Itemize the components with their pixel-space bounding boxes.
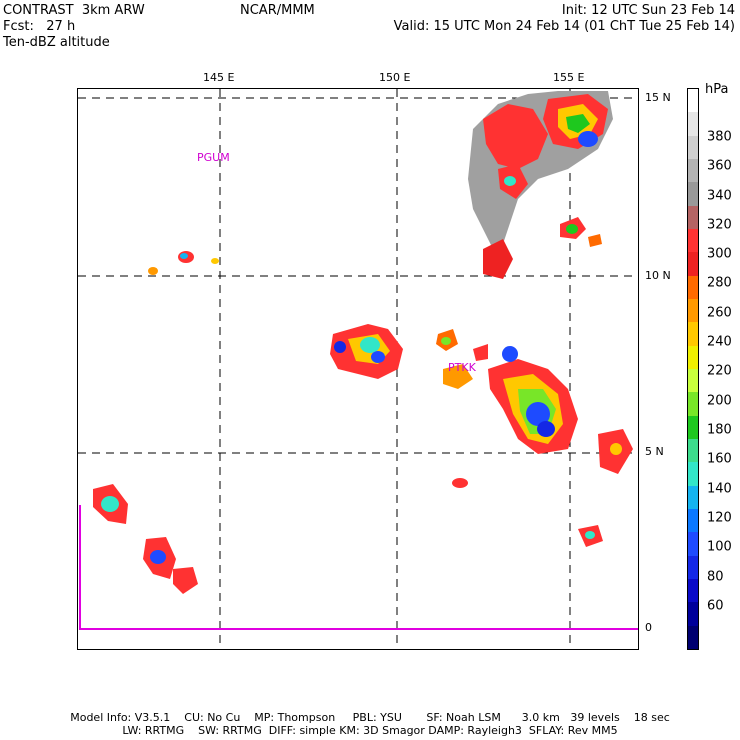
legend-label: 360 <box>707 158 732 174</box>
legend-label: 260 <box>707 305 732 321</box>
legend-swatch <box>688 205 698 230</box>
storm-cluster-southeast <box>452 346 633 488</box>
legend-swatch <box>688 439 698 463</box>
legend-swatch <box>688 485 698 510</box>
legend-swatch <box>688 462 698 487</box>
legend-swatch <box>688 509 698 533</box>
legend-swatch <box>688 369 698 393</box>
legend-unit: hPa <box>705 82 729 97</box>
model-title: CONTRAST 3km ARW <box>3 3 145 18</box>
station-pgum: PGUM <box>197 151 230 164</box>
lon-label-150: 150 E <box>379 71 411 84</box>
legend-label: 380 <box>707 129 732 145</box>
equator-line <box>79 505 638 630</box>
legend-swatch <box>688 602 698 627</box>
init-time: Init: 12 UTC Sun 23 Feb 14 <box>561 3 735 18</box>
legend-swatch <box>688 579 698 603</box>
legend-swatch <box>688 299 698 323</box>
radar-map <box>77 88 639 650</box>
lat-label-5n: 5 N <box>645 445 664 458</box>
lon-label-155: 155 E <box>553 71 585 84</box>
legend-swatch <box>688 625 698 650</box>
legend-swatch <box>688 322 698 347</box>
lat-label-15n: 15 N <box>645 91 671 104</box>
lat-label-10n: 10 N <box>645 269 671 282</box>
storm-cluster-northeast <box>468 91 613 279</box>
storm-cells-west <box>148 251 219 275</box>
storm-chain-southwest <box>93 484 603 594</box>
legend-label: 200 <box>707 393 732 409</box>
footer-line-2: LW: RRTMG SW: RRTMG DIFF: simple KM: 3D … <box>122 724 618 737</box>
legend-label: 120 <box>707 510 732 526</box>
legend-swatch <box>688 159 698 183</box>
legend-label: 160 <box>707 451 732 467</box>
footer-line-1: Model Info: V3.5.1 CU: No Cu MP: Thompso… <box>70 711 670 724</box>
legend-label: 320 <box>707 217 732 233</box>
legend-label: 240 <box>707 334 732 350</box>
station-ptkk: PTKK <box>448 361 476 374</box>
forecast-hour: Fcst: 27 h <box>3 19 76 34</box>
legend-swatch <box>688 182 698 207</box>
storm-cluster-central <box>330 324 488 389</box>
legend-swatch <box>688 112 698 137</box>
legend-swatch <box>688 415 698 440</box>
legend-label: 100 <box>707 539 732 555</box>
legend-label: 140 <box>707 481 732 497</box>
legend-label: 300 <box>707 246 732 262</box>
legend-label: 280 <box>707 275 732 291</box>
lat-label-0: 0 <box>645 621 652 634</box>
valid-time: Valid: 15 UTC Mon 24 Feb 14 (01 ChT Tue … <box>393 19 735 34</box>
field-name: Ten-dBZ altitude <box>3 35 110 50</box>
legend-swatch <box>688 229 698 253</box>
legend-swatch <box>688 252 698 277</box>
center-name: NCAR/MMM <box>240 3 315 18</box>
legend-swatch <box>688 345 698 370</box>
legend-label: 60 <box>707 598 724 614</box>
legend-label: 220 <box>707 363 732 379</box>
color-legend <box>687 88 699 650</box>
lon-label-145: 145 E <box>203 71 235 84</box>
map-canvas <box>78 89 638 649</box>
legend-swatch <box>688 135 698 160</box>
legend-swatch <box>688 392 698 417</box>
legend-label: 80 <box>707 569 724 585</box>
legend-swatch <box>688 89 698 113</box>
legend-swatch <box>688 532 698 557</box>
legend-label: 340 <box>707 188 732 203</box>
legend-swatch <box>688 275 698 300</box>
legend-label: 180 <box>707 422 732 438</box>
legend-swatch <box>688 555 698 580</box>
